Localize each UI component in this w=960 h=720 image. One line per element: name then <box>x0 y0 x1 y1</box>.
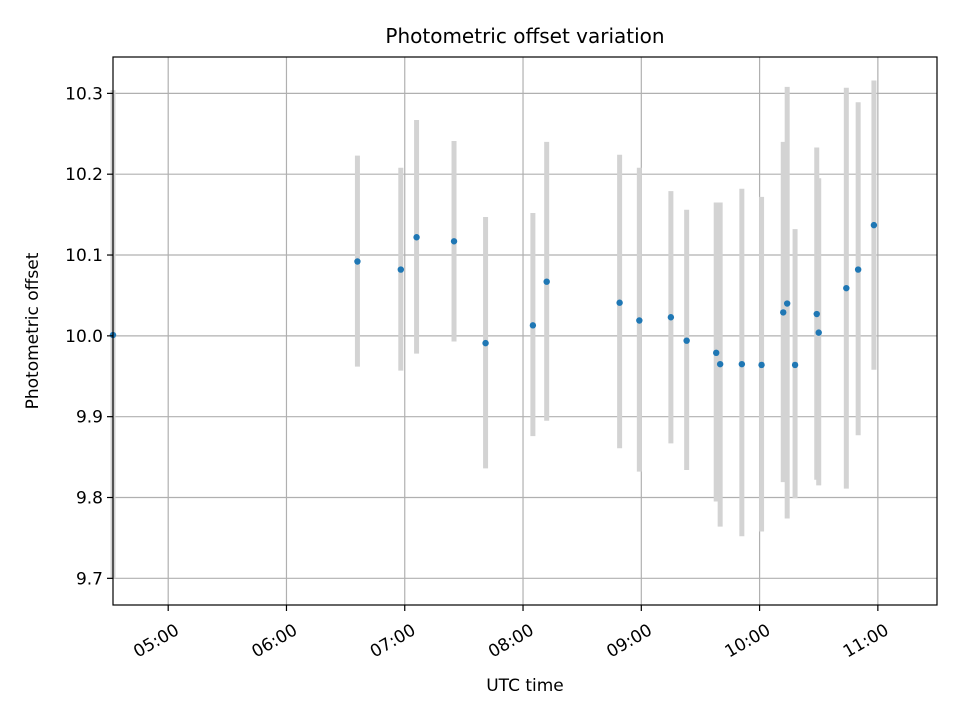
data-point <box>683 337 690 344</box>
data-point <box>713 349 720 357</box>
chart-title: Photometric offset variation <box>385 24 664 48</box>
y-axis-ticks: 9.7 9.8 9.9 10.0 10.1 10.2 10.3 <box>65 84 113 589</box>
data-point <box>854 266 862 273</box>
y-tick-label: 9.7 <box>76 569 103 589</box>
data-point <box>543 278 550 285</box>
data-point <box>482 339 489 347</box>
data-point <box>529 322 537 329</box>
data-point <box>667 314 675 321</box>
y-tick-label: 10.0 <box>65 327 103 347</box>
data-point <box>354 258 361 265</box>
data-point <box>780 309 787 316</box>
y-tick-label: 10.3 <box>65 84 103 104</box>
data-point <box>450 238 458 245</box>
x-axis-label: UTC time <box>486 676 564 696</box>
data-point <box>636 317 643 324</box>
y-axis-label: Photometric offset <box>23 252 43 409</box>
data-point <box>783 300 791 307</box>
data-point <box>397 266 405 273</box>
data-point <box>815 329 822 336</box>
data-point <box>813 310 820 318</box>
y-tick-label: 10.2 <box>65 165 103 185</box>
plot-frame <box>112 56 938 606</box>
data-point <box>791 361 799 369</box>
data-point <box>758 361 765 369</box>
data-point <box>843 284 850 292</box>
data-points <box>109 221 878 369</box>
data-point <box>738 360 746 368</box>
data-point <box>413 234 420 241</box>
data-point <box>616 299 623 306</box>
y-tick-label: 10.1 <box>65 246 103 266</box>
y-tick-label: 9.9 <box>76 408 103 428</box>
y-tick-label: 9.8 <box>76 489 103 509</box>
grid <box>113 57 937 605</box>
data-point <box>716 360 724 368</box>
data-point <box>870 221 878 229</box>
